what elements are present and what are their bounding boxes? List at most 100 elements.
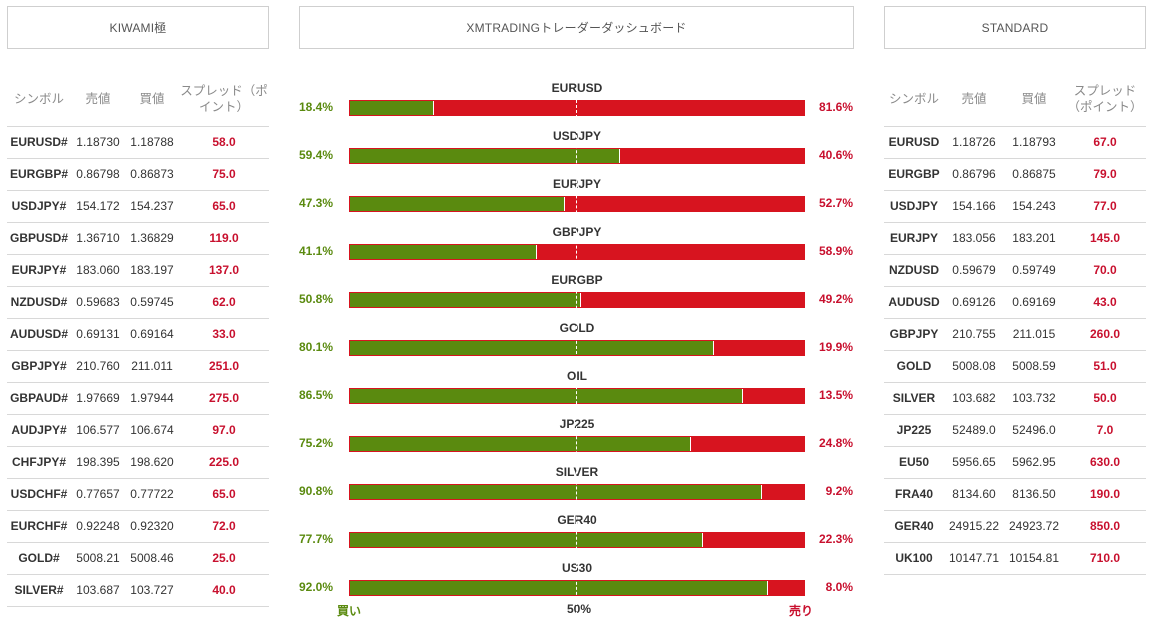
bid-cell: 0.59679 bbox=[944, 253, 1004, 286]
bid-cell: 52489.0 bbox=[944, 413, 1004, 446]
ask-cell: 0.69169 bbox=[1004, 285, 1064, 318]
symbol-cell: GBPJPY# bbox=[7, 349, 71, 382]
bid-cell: 5008.21 bbox=[71, 541, 125, 574]
col-symbol: シンボル bbox=[888, 92, 939, 107]
sell-percent: 58.9% bbox=[818, 244, 853, 258]
symbol-cell: EURUSD bbox=[884, 125, 944, 158]
buy-percent: 59.4% bbox=[299, 148, 334, 162]
table-row: GBPAUD# 1.97669 1.97944 275.0 bbox=[7, 381, 269, 414]
bid-cell: 106.577 bbox=[71, 413, 125, 446]
spread-cell: 275.0 bbox=[179, 381, 269, 414]
sentiment-bar bbox=[349, 196, 805, 212]
buy-bar-fill bbox=[350, 485, 763, 499]
spread-cell: 72.0 bbox=[179, 509, 269, 542]
spread-cell: 79.0 bbox=[1064, 157, 1146, 190]
ask-cell: 1.97944 bbox=[125, 381, 179, 414]
spread-cell: 97.0 bbox=[179, 413, 269, 446]
ask-cell: 154.243 bbox=[1004, 189, 1064, 222]
bid-cell: 210.755 bbox=[944, 317, 1004, 350]
sentiment-symbol: GOLD bbox=[559, 321, 595, 335]
sentiment-bar bbox=[349, 532, 805, 548]
buy-bar-fill bbox=[350, 437, 692, 451]
spread-cell: 65.0 bbox=[179, 189, 269, 222]
symbol-cell: GBPUSD# bbox=[7, 221, 71, 254]
table-row: EURGBP 0.86796 0.86875 79.0 bbox=[884, 157, 1146, 190]
symbol-cell: CHFJPY# bbox=[7, 445, 71, 478]
table-row: USDJPY 154.166 154.243 77.0 bbox=[884, 189, 1146, 222]
ask-cell: 5962.95 bbox=[1004, 445, 1064, 478]
bid-cell: 1.97669 bbox=[71, 381, 125, 414]
bid-cell: 0.77657 bbox=[71, 477, 125, 510]
header-standard: STANDARD bbox=[884, 6, 1146, 49]
table-row: AUDJPY# 106.577 106.674 97.0 bbox=[7, 413, 269, 446]
spread-cell: 850.0 bbox=[1064, 509, 1146, 542]
bid-cell: 10147.71 bbox=[944, 541, 1004, 575]
buy-percent: 75.2% bbox=[299, 436, 334, 450]
ask-cell: 0.59749 bbox=[1004, 253, 1064, 286]
table-row: USDJPY# 154.172 154.237 65.0 bbox=[7, 189, 269, 222]
sentiment-bar bbox=[349, 244, 805, 260]
spread-cell: 43.0 bbox=[1064, 285, 1146, 318]
table-row: AUDUSD 0.69126 0.69169 43.0 bbox=[884, 285, 1146, 318]
sentiment-row: GER40 77.7% 22.3% bbox=[299, 510, 859, 558]
spread-cell: 260.0 bbox=[1064, 317, 1146, 350]
table-row: EURUSD# 1.18730 1.18788 58.0 bbox=[7, 125, 269, 158]
buy-bar-fill bbox=[350, 533, 703, 547]
ask-cell: 183.197 bbox=[125, 253, 179, 286]
spread-cell: 25.0 bbox=[179, 541, 269, 574]
symbol-cell: USDJPY# bbox=[7, 189, 71, 222]
symbol-cell: SILVER bbox=[884, 381, 944, 414]
symbol-cell: EURUSD# bbox=[7, 125, 71, 158]
buy-bar-fill bbox=[350, 197, 565, 211]
col-ask: 買値 bbox=[139, 92, 165, 107]
spread-cell: 7.0 bbox=[1064, 413, 1146, 446]
spread-cell: 137.0 bbox=[179, 253, 269, 286]
sentiment-bar bbox=[349, 484, 805, 500]
spread-cell: 145.0 bbox=[1064, 221, 1146, 254]
ask-cell: 106.674 bbox=[125, 413, 179, 446]
buy-percent: 80.1% bbox=[299, 340, 334, 354]
bid-cell: 103.687 bbox=[71, 573, 125, 607]
table-row: EU50 5956.65 5962.95 630.0 bbox=[884, 445, 1146, 478]
table-row: JP225 52489.0 52496.0 7.0 bbox=[884, 413, 1146, 446]
symbol-cell: UK100 bbox=[884, 541, 944, 575]
sentiment-bar bbox=[349, 292, 805, 308]
sentiment-row: OIL 86.5% 13.5% bbox=[299, 366, 859, 414]
sell-percent: 22.3% bbox=[818, 532, 853, 546]
table-row: GOLD# 5008.21 5008.46 25.0 bbox=[7, 541, 269, 574]
sentiment-symbol: GER40 bbox=[557, 513, 597, 527]
symbol-cell: FRA40 bbox=[884, 477, 944, 510]
col-bid: 売値 bbox=[85, 92, 111, 107]
table-row: FRA40 8134.60 8136.50 190.0 bbox=[884, 477, 1146, 510]
sentiment-row: US30 92.0% 8.0% bbox=[299, 558, 859, 606]
table-row: SILVER# 103.687 103.727 40.0 bbox=[7, 573, 269, 607]
bid-cell: 8134.60 bbox=[944, 477, 1004, 510]
symbol-cell: EURGBP# bbox=[7, 157, 71, 190]
ask-cell: 103.727 bbox=[125, 573, 179, 607]
bid-cell: 1.18730 bbox=[71, 125, 125, 158]
sentiment-symbol: EURJPY bbox=[552, 177, 602, 191]
header-dashboard: XMTRADINGトレーダーダッシュボード bbox=[299, 6, 854, 49]
bid-cell: 1.36710 bbox=[71, 221, 125, 254]
symbol-cell: USDCHF# bbox=[7, 477, 71, 510]
buy-bar-fill bbox=[350, 341, 714, 355]
table-row: EURUSD 1.18726 1.18793 67.0 bbox=[884, 125, 1146, 158]
spread-cell: 225.0 bbox=[179, 445, 269, 478]
sentiment-symbol: GBPJPY bbox=[552, 225, 602, 239]
sentiment-symbol: SILVER bbox=[555, 465, 599, 479]
buy-percent: 50.8% bbox=[299, 292, 334, 306]
table-row: GBPUSD# 1.36710 1.36829 119.0 bbox=[7, 221, 269, 254]
spread-cell: 33.0 bbox=[179, 317, 269, 350]
ask-cell: 0.92320 bbox=[125, 509, 179, 542]
ask-cell: 52496.0 bbox=[1004, 413, 1064, 446]
spread-cell: 75.0 bbox=[179, 157, 269, 190]
col-spread: スプレッド（ポイント） bbox=[180, 84, 268, 115]
sell-percent: 19.9% bbox=[818, 340, 853, 354]
ask-cell: 154.237 bbox=[125, 189, 179, 222]
bid-cell: 0.92248 bbox=[71, 509, 125, 542]
symbol-cell: SILVER# bbox=[7, 573, 71, 607]
buy-percent: 90.8% bbox=[299, 484, 334, 498]
symbol-cell: NZDUSD# bbox=[7, 285, 71, 318]
table-row: AUDUSD# 0.69131 0.69164 33.0 bbox=[7, 317, 269, 350]
sentiment-symbol: JP225 bbox=[559, 417, 595, 431]
